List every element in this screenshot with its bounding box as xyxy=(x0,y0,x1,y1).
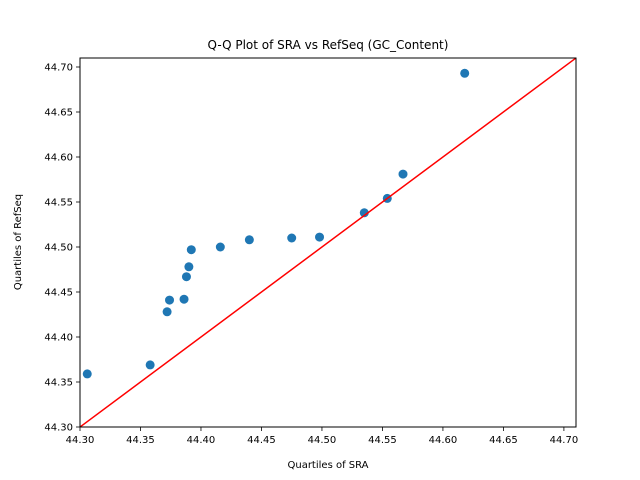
y-axis: 44.30 44.35 44.40 44.45 44.50 44.55 44.60 44.65… xyxy=(44,63,80,434)
y-tick-label: 44.50 xyxy=(44,243,73,254)
data-point xyxy=(184,262,194,272)
y-tick-label: 44.60 xyxy=(44,153,73,164)
y-tick-label: 44.70 xyxy=(44,63,73,74)
data-point xyxy=(244,235,254,245)
data-point xyxy=(82,369,92,379)
x-tick-label: 44.55 xyxy=(368,435,397,446)
x-tick-label: 44.40 xyxy=(187,435,216,446)
data-point xyxy=(315,232,325,242)
y-tick-label: 44.35 xyxy=(44,378,73,389)
plot-area xyxy=(80,58,576,427)
y-tick-label: 44.45 xyxy=(44,288,73,299)
x-tick-label: 44.70 xyxy=(550,435,579,446)
chart-title: Q-Q Plot of SRA vs RefSeq (GC_Content) xyxy=(208,38,449,52)
data-point xyxy=(145,360,155,370)
data-point xyxy=(460,68,470,78)
data-point xyxy=(186,245,196,255)
data-point xyxy=(179,294,189,304)
reference-line xyxy=(80,58,576,427)
plot-frame xyxy=(79,57,577,428)
x-tick-label: 44.30 xyxy=(66,435,95,446)
data-point xyxy=(287,233,297,243)
y-tick-label: 44.65 xyxy=(44,108,73,119)
data-point xyxy=(215,242,225,252)
x-tick-label: 44.60 xyxy=(429,435,458,446)
y-tick-label: 44.40 xyxy=(44,333,73,344)
x-tick-label: 44.50 xyxy=(308,435,337,446)
x-tick-label: 44.35 xyxy=(126,435,155,446)
x-tick-label: 44.45 xyxy=(247,435,276,446)
x-tick-label: 44.65 xyxy=(489,435,518,446)
x-axis-label: Quartiles of SRA xyxy=(287,460,368,471)
y-tick-label: 44.55 xyxy=(44,198,73,209)
data-point xyxy=(165,295,175,305)
y-axis-label: Quartiles of RefSeq xyxy=(13,194,24,290)
data-point xyxy=(162,307,172,317)
data-point xyxy=(181,272,191,282)
data-point xyxy=(359,208,369,218)
x-axis: 44.30 44.35 44.40 44.45 44.50 44.55 44.60 44.65… xyxy=(66,427,579,446)
data-point xyxy=(398,169,408,179)
y-tick-label: 44.30 xyxy=(44,423,73,434)
